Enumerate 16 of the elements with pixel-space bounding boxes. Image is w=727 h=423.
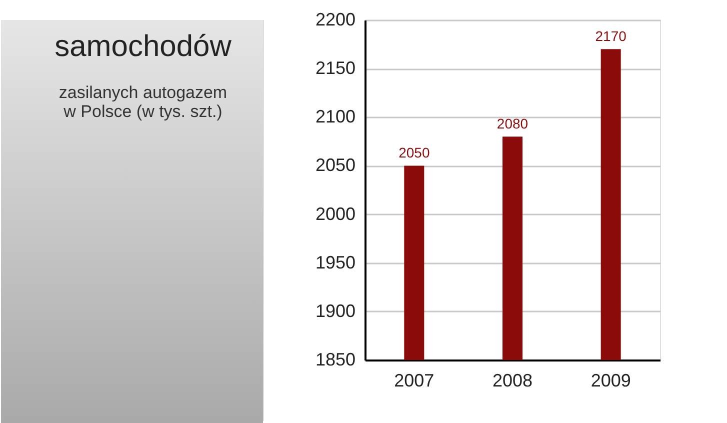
y-tick-label: 1950 bbox=[315, 252, 356, 272]
data-label: 2080 bbox=[496, 116, 528, 132]
data-label: 2050 bbox=[398, 144, 430, 161]
chart-title: samochodów bbox=[54, 30, 232, 63]
y-tick-label: 2150 bbox=[315, 58, 356, 78]
y-tick-label: 2050 bbox=[315, 155, 356, 176]
text: zasilanych autogazem w Polsce (w tys. szt.) bbox=[58, 83, 228, 121]
y-tick-label: 2200 bbox=[315, 10, 356, 30]
y-tick-label: 2000 bbox=[315, 204, 356, 224]
x-tick-label: 2008 bbox=[492, 370, 533, 390]
y-tick-label: 1900 bbox=[315, 300, 356, 321]
data-label: 2170 bbox=[595, 28, 627, 44]
x-tick-label: 2007 bbox=[394, 370, 434, 390]
y-tick-label: 1850 bbox=[315, 350, 356, 370]
x-tick-label: 2009 bbox=[590, 370, 631, 390]
y-tick-label: 2100 bbox=[315, 106, 356, 127]
